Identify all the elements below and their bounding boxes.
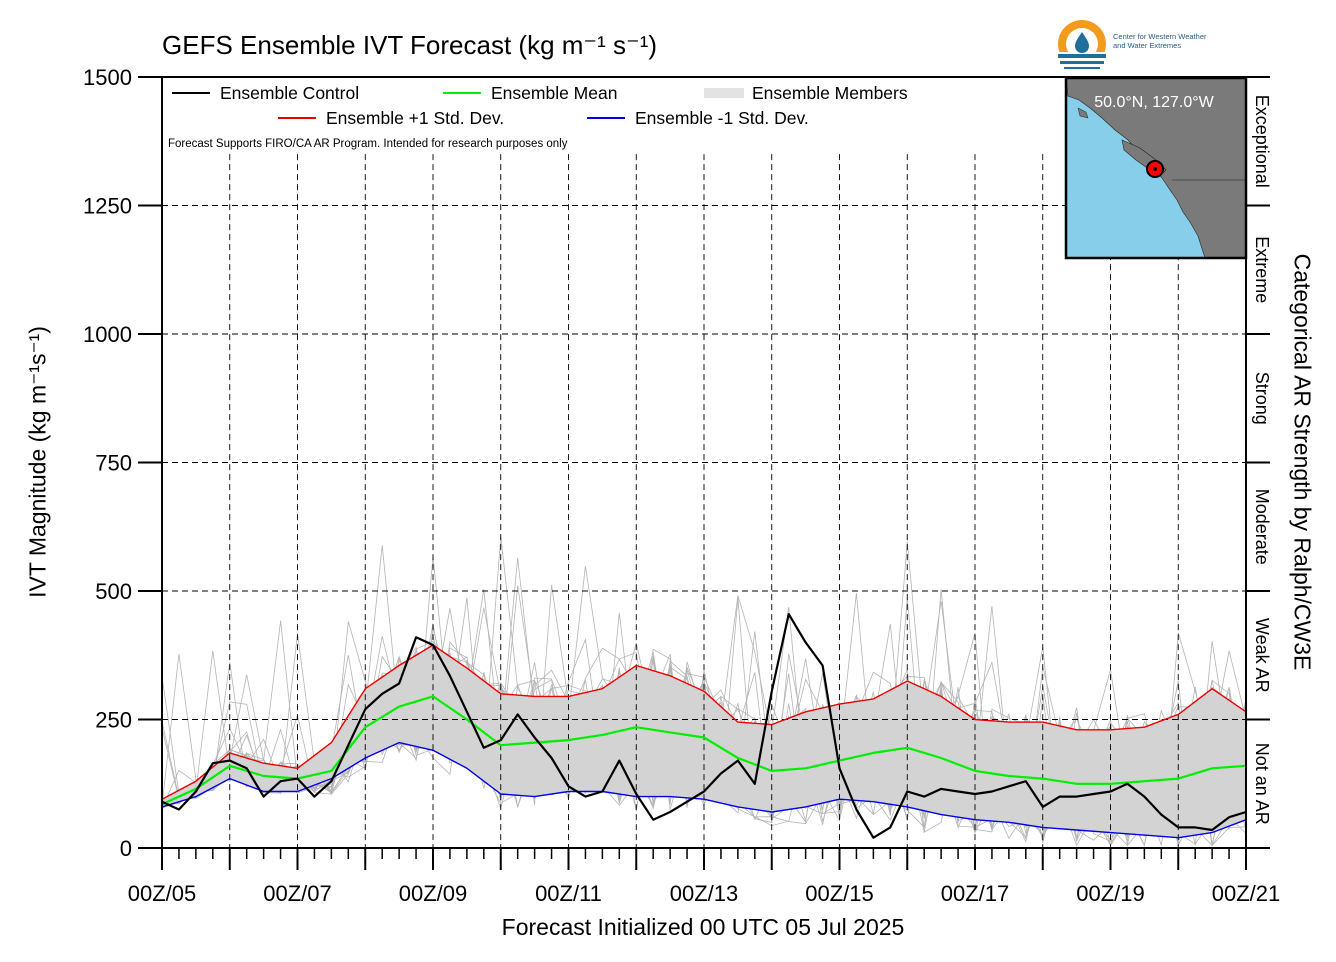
x-axis-label: Forecast Initialized 00 UTC 05 Jul 2025 [501,914,905,940]
legend-label: Ensemble Mean [491,83,617,103]
plus-std-line [161,644,1247,800]
right-category-axis: Not an AR Weak AR Moderate Strong Extreme Exc… [1246,76,1272,849]
x-tick-label: 00Z/11 [535,881,602,906]
y-tick-label: 1500 [83,65,132,90]
y-tick-label: 1000 [83,322,132,347]
y-tick-label: 250 [95,708,132,733]
island-small [1077,107,1089,119]
legend-label: Ensemble Control [220,83,359,103]
y-tick-label: 1250 [83,194,132,219]
grid-lines [162,154,1246,848]
right-axis-label: Categorical AR Strength by Ralph/CW3E [1289,253,1316,671]
location-marker-dot [1153,167,1157,171]
y-tick-label: 750 [95,451,132,476]
category-label: Moderate [1252,489,1272,565]
x-tick-label: 00Z/13 [670,881,739,906]
y-tick-label: 500 [95,579,132,604]
logo-line-1: Center for Western Weather [1113,32,1207,41]
minus-std-line [161,741,1247,839]
category-label: Strong [1252,372,1272,425]
chart-title: GEFS Ensemble IVT Forecast (kg m⁻¹ s⁻¹) [162,30,658,60]
x-axis-ticks: 00Z/05 00Z/07 00Z/09 00Z/11 00Z/13 00Z/15 00Z/… [128,848,1281,906]
y-tick-label: 0 [120,836,132,861]
category-label: Extreme [1252,236,1272,303]
logo-line-2: and Water Extremes [1113,41,1182,50]
cw3e-logo [1058,20,1106,70]
disclaimer-note: Forecast Supports FIRO/CA AR Program. In… [168,138,568,150]
category-label: Exceptional [1252,95,1272,188]
category-label: Weak AR [1252,618,1272,693]
y-axis-ticks: 0 250 500 750 1000 1250 1500 [83,65,162,861]
x-tick-label: 00Z/09 [399,881,468,906]
category-label: Not an AR [1252,743,1272,825]
y-axis-label: IVT Magnitude (kg m⁻¹s⁻¹) [24,326,51,598]
legend-label: Ensemble +1 Std. Dev. [326,108,504,128]
x-tick-label: 00Z/17 [941,881,1010,906]
x-tick-label: 00Z/15 [805,881,874,906]
location-map: 50.0°N, 127.0°W [1064,76,1248,260]
legend: Ensemble Control Ensemble Mean Ensemble Me… [172,83,908,128]
x-tick-label: 00Z/21 [1212,881,1281,906]
drop-icon [1075,32,1089,53]
x-tick-label: 00Z/07 [263,881,332,906]
control-line [161,613,1247,839]
x-tick-label: 00Z/05 [128,881,197,906]
legend-label: Ensemble Members [752,83,908,103]
logo-text: Center for Western Weather and Water Ext… [1113,32,1207,50]
series-lines [161,613,1247,839]
location-label: 50.0°N, 127.0°W [1094,94,1214,111]
x-tick-label: 00Z/19 [1076,881,1145,906]
legend-label: Ensemble -1 Std. Dev. [635,108,809,128]
